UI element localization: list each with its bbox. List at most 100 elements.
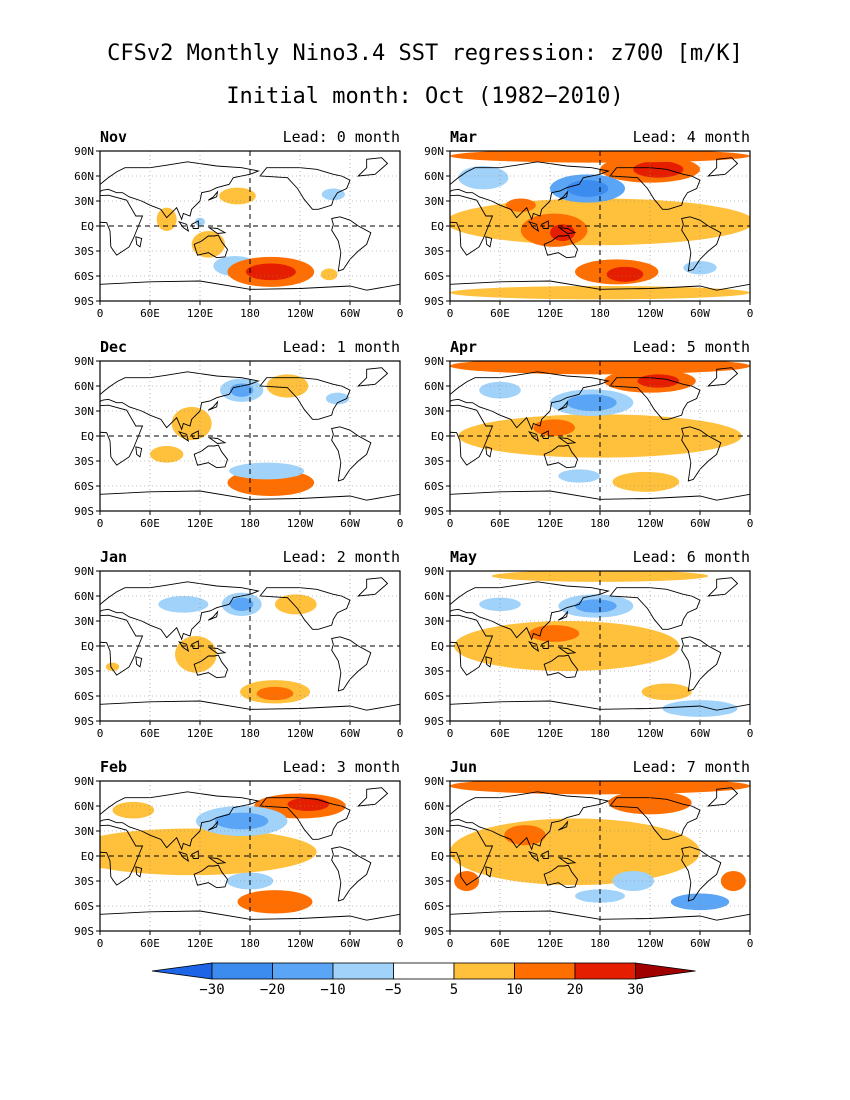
x-tick-label: 60E bbox=[140, 307, 160, 320]
anomaly-field bbox=[100, 793, 346, 914]
y-tick-label: 90N bbox=[424, 355, 444, 368]
x-tick-label: 120E bbox=[187, 307, 214, 320]
x-tick-label: 0 bbox=[397, 727, 404, 740]
negative-anomaly-area bbox=[662, 700, 738, 717]
antarctica-coastline bbox=[450, 700, 750, 711]
negative-anomaly-area bbox=[230, 597, 254, 611]
x-tick-label: 60E bbox=[140, 937, 160, 950]
x-tick-label: 60E bbox=[490, 307, 510, 320]
negative-anomaly-area bbox=[479, 597, 521, 611]
y-tick-label: 30N bbox=[424, 405, 444, 418]
panel-month-label: Feb bbox=[100, 758, 127, 776]
coastline bbox=[193, 654, 229, 679]
coastline bbox=[357, 787, 389, 807]
x-tick-label: 180 bbox=[240, 517, 260, 530]
panel-month-label: Apr bbox=[450, 338, 477, 356]
positive-anomaly-area bbox=[105, 662, 120, 671]
x-tick-label: 60W bbox=[690, 517, 710, 530]
coastline bbox=[450, 194, 494, 256]
colorbar-level-label: −20 bbox=[260, 982, 285, 998]
y-tick-label: 60S bbox=[424, 690, 444, 703]
anomaly-field bbox=[450, 781, 750, 911]
panel-lead-label: Lead: 0 month bbox=[283, 128, 400, 146]
coastline bbox=[193, 864, 229, 889]
y-tick-label: EQ bbox=[81, 430, 94, 443]
panel-month-label: Dec bbox=[100, 338, 127, 356]
coastline bbox=[543, 234, 579, 259]
x-tick-label: 0 bbox=[447, 517, 454, 530]
x-tick-label: 0 bbox=[97, 517, 104, 530]
x-tick-label: 120W bbox=[637, 727, 664, 740]
coastline bbox=[609, 587, 701, 630]
antarctica-coastline bbox=[100, 490, 400, 501]
negative-anomaly-area bbox=[458, 166, 509, 190]
coastlines bbox=[100, 157, 400, 291]
x-tick-label: 60W bbox=[690, 727, 710, 740]
y-tick-label: 90N bbox=[424, 145, 444, 158]
x-tick-label: 0 bbox=[747, 517, 754, 530]
x-tick-label: 180 bbox=[590, 727, 610, 740]
positive-anomaly-area bbox=[156, 207, 177, 231]
coastline bbox=[609, 167, 701, 210]
negative-anomaly-area bbox=[158, 596, 209, 613]
x-tick-label: 120W bbox=[637, 517, 664, 530]
y-tick-label: 90S bbox=[424, 925, 444, 938]
x-tick-label: 120E bbox=[187, 517, 214, 530]
coastline bbox=[543, 444, 579, 469]
antarctica-coastline bbox=[450, 490, 750, 501]
anomaly-field bbox=[450, 151, 750, 300]
y-tick-label: 30S bbox=[424, 245, 444, 258]
colorbar-bin bbox=[574, 962, 636, 980]
y-tick-label: EQ bbox=[431, 430, 444, 443]
coastline bbox=[485, 446, 493, 458]
coastline bbox=[557, 857, 577, 864]
y-tick-label: 90S bbox=[74, 715, 94, 728]
colorbar-level-label: −30 bbox=[199, 982, 224, 998]
y-tick-label: 60S bbox=[74, 900, 94, 913]
panel-lead-label: Lead: 3 month bbox=[283, 758, 400, 776]
panel-lead-label: Lead: 5 month bbox=[633, 338, 750, 356]
coastline bbox=[259, 167, 351, 210]
coastline bbox=[707, 577, 739, 597]
coastline bbox=[191, 430, 199, 439]
x-tick-label: 0 bbox=[447, 307, 454, 320]
y-tick-label: 60S bbox=[424, 480, 444, 493]
x-tick-label: 0 bbox=[447, 727, 454, 740]
coastline bbox=[450, 371, 610, 431]
x-tick-label: 60W bbox=[690, 937, 710, 950]
coastline bbox=[557, 437, 577, 444]
panel-lead-label: Lead: 7 month bbox=[633, 758, 750, 776]
y-tick-label: EQ bbox=[431, 640, 444, 653]
y-tick-label: 60S bbox=[424, 270, 444, 283]
colorbar-bin bbox=[211, 962, 273, 980]
y-tick-label: 30S bbox=[74, 665, 94, 678]
coastlines bbox=[100, 577, 400, 711]
y-tick-label: 60S bbox=[74, 690, 94, 703]
y-tick-label: 60N bbox=[74, 170, 94, 183]
coastline bbox=[100, 371, 260, 431]
antarctica-coastline bbox=[450, 910, 750, 921]
positive-anomaly-area bbox=[219, 187, 256, 205]
y-tick-label: EQ bbox=[431, 850, 444, 863]
y-tick-label: 90N bbox=[424, 565, 444, 578]
y-tick-label: 90S bbox=[74, 295, 94, 308]
x-tick-label: 0 bbox=[97, 727, 104, 740]
positive-anomaly-area bbox=[256, 686, 294, 701]
y-tick-label: 30N bbox=[74, 405, 94, 418]
x-tick-label: 120E bbox=[537, 307, 564, 320]
coastline bbox=[100, 161, 260, 221]
positive-anomaly-area bbox=[504, 825, 546, 846]
coastline bbox=[135, 656, 143, 668]
panel-month-label: May bbox=[450, 548, 477, 566]
y-tick-label: 60S bbox=[424, 900, 444, 913]
y-tick-label: 90S bbox=[74, 505, 94, 518]
negative-anomaly-area bbox=[566, 180, 609, 197]
coastlines bbox=[450, 157, 750, 291]
positive-anomaly-area bbox=[641, 683, 692, 701]
coastline bbox=[485, 866, 493, 878]
